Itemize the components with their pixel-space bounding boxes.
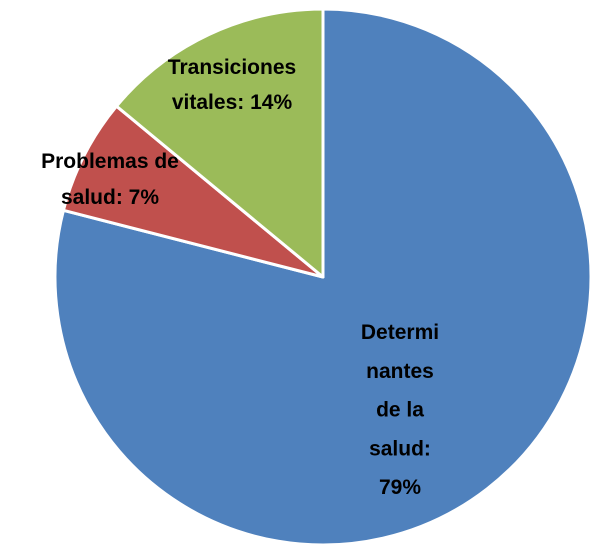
- data-label: Determi nantes de la salud: 79%: [361, 321, 439, 499]
- data-label-line: salud: 7%: [61, 186, 159, 209]
- data-label-line: salud:: [369, 437, 431, 460]
- pie-slice: [115, 7, 325, 279]
- pie-slice: [61, 104, 325, 279]
- data-label-line: de la: [376, 398, 424, 421]
- data-label-line: vitales: 14%: [172, 91, 293, 114]
- data-label-line: 79%: [379, 476, 421, 499]
- data-label-line: Determi: [361, 321, 439, 344]
- data-label: Transiciones vitales: 14%: [168, 56, 296, 114]
- data-label-line: Transiciones: [168, 56, 296, 79]
- data-label-line: nantes: [366, 359, 434, 382]
- data-label: Problemas de salud: 7%: [41, 150, 179, 209]
- data-label-line: Problemas de: [41, 150, 179, 173]
